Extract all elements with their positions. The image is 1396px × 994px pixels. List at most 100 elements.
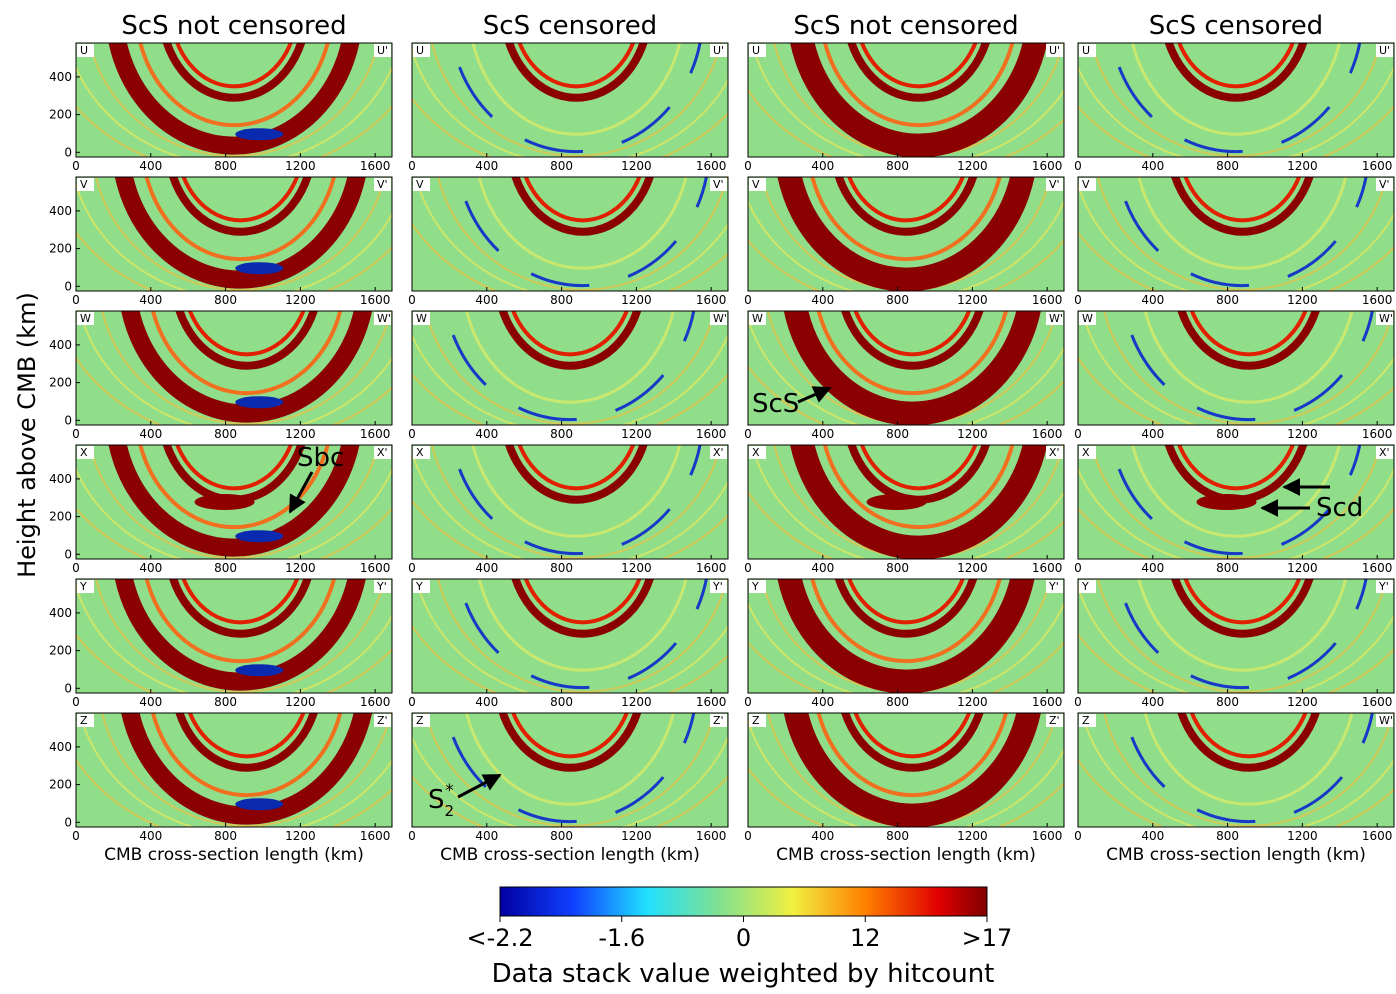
arc-inner: [1171, 579, 1314, 638]
column-title: ScS not censored: [793, 11, 1018, 41]
arc-inner-edge: [517, 43, 636, 89]
panel-frame: [1077, 444, 1395, 560]
red-blob: [194, 494, 255, 510]
x-tick-label: 1200: [957, 159, 988, 173]
panel-frame: [411, 578, 729, 694]
arc-inner: [498, 713, 642, 772]
arc-outer: [777, 579, 1035, 693]
corner-label: U': [1049, 44, 1060, 57]
corner-box: [1376, 714, 1393, 727]
arc-outer: [121, 713, 373, 825]
corner-box: [1046, 312, 1063, 325]
x-tick-label: 1600: [360, 427, 391, 441]
x-tick-label: 1200: [621, 829, 652, 843]
arrow: [288, 471, 314, 514]
corner-box: [1079, 446, 1096, 459]
panel-frame: [1077, 578, 1395, 694]
x-tick-label: 400: [475, 695, 498, 709]
x-tick-label: 1600: [696, 561, 727, 575]
x-tick-label: 800: [1216, 293, 1239, 307]
y-tick-label: 0: [64, 413, 72, 427]
x-tick-label: 800: [1216, 427, 1239, 441]
colorbar-tick-label: <-2.2: [467, 924, 534, 952]
panel: [748, 177, 1064, 291]
panel-frame: [75, 310, 393, 426]
x-tick-label: 0: [1074, 829, 1082, 843]
x-tick-label: 400: [475, 561, 498, 575]
corner-box: [749, 312, 766, 325]
x-tick-label: 800: [550, 427, 573, 441]
panel: [1078, 311, 1394, 425]
corner-label: W': [713, 312, 727, 325]
annotation-sub: 2: [445, 802, 455, 820]
blue-blob: [235, 664, 284, 677]
corner-box: [77, 312, 94, 325]
panel-frame: [411, 712, 729, 828]
column-title: ScS censored: [1149, 11, 1323, 41]
arc-inner: [162, 43, 306, 102]
stripe: [94, 579, 386, 693]
arc-inner-edge: [1189, 713, 1308, 759]
corner-label: X: [1082, 446, 1090, 459]
x-tick-label: 1200: [1287, 695, 1318, 709]
corner-label: V: [752, 178, 760, 191]
x-tick-label: 1200: [1287, 159, 1318, 173]
x-tick-label: 1200: [1287, 427, 1318, 441]
stripe: [437, 579, 728, 693]
annotation: Scd: [1316, 493, 1363, 523]
x-tick-label: 1600: [696, 695, 727, 709]
arc-mid: [150, 713, 343, 798]
arc-inner-edge: [853, 311, 972, 357]
arrow: [457, 773, 502, 799]
panel: [1078, 713, 1394, 827]
corner-box: [77, 580, 94, 593]
x-tick-label: 800: [886, 427, 909, 441]
x-tick-label: 400: [475, 293, 498, 307]
arc-inner: [505, 445, 648, 504]
panel: [76, 43, 392, 157]
corner-box: [749, 178, 766, 191]
arc-mid: [816, 713, 1008, 798]
corner-box: [374, 178, 391, 191]
corner-box: [749, 714, 766, 727]
arc-mid: [144, 579, 336, 664]
x-tick-label: 400: [811, 427, 834, 441]
panel: [748, 445, 1064, 559]
corner-label: W: [1082, 312, 1093, 325]
x-tick-label: 400: [811, 829, 834, 843]
arc-inner: [505, 43, 648, 102]
arc-inner: [1171, 177, 1314, 236]
x-tick-label: 400: [1141, 829, 1164, 843]
corner-box: [749, 446, 766, 459]
arc-inner-edge: [187, 713, 306, 759]
x-tick-label: 1600: [360, 293, 391, 307]
corner-label: W': [377, 312, 391, 325]
y-tick-label: 0: [64, 815, 72, 829]
x-tick-label: 0: [744, 695, 752, 709]
x-tick-label: 1200: [285, 159, 316, 173]
corner-label: X': [1049, 446, 1060, 459]
panel-frame: [1077, 42, 1395, 158]
x-tick-label: 0: [744, 561, 752, 575]
corner-box: [1376, 580, 1393, 593]
arc-faint: [465, 713, 675, 806]
y-tick-label: 0: [64, 681, 72, 695]
panel-frame: [1077, 176, 1395, 292]
x-tick-label: 800: [214, 293, 237, 307]
x-tick-label: 1600: [360, 829, 391, 843]
stripe: [424, 311, 716, 425]
y-tick-label: 400: [49, 70, 72, 84]
x-tick-label: 0: [408, 695, 416, 709]
x-tick-label: 1600: [1032, 695, 1063, 709]
panel: [412, 311, 728, 425]
corner-label: V': [377, 178, 388, 191]
x-tick-label: 1600: [696, 427, 727, 441]
arc-outer: [121, 311, 373, 423]
x-tick-label: 1200: [957, 561, 988, 575]
x-tick-label: 0: [1074, 427, 1082, 441]
corner-box: [1376, 178, 1393, 191]
y-tick-label: 200: [49, 778, 72, 792]
corner-label: X: [416, 446, 424, 459]
column-title: ScS not censored: [121, 11, 346, 41]
arc-inner-edge: [175, 43, 293, 89]
